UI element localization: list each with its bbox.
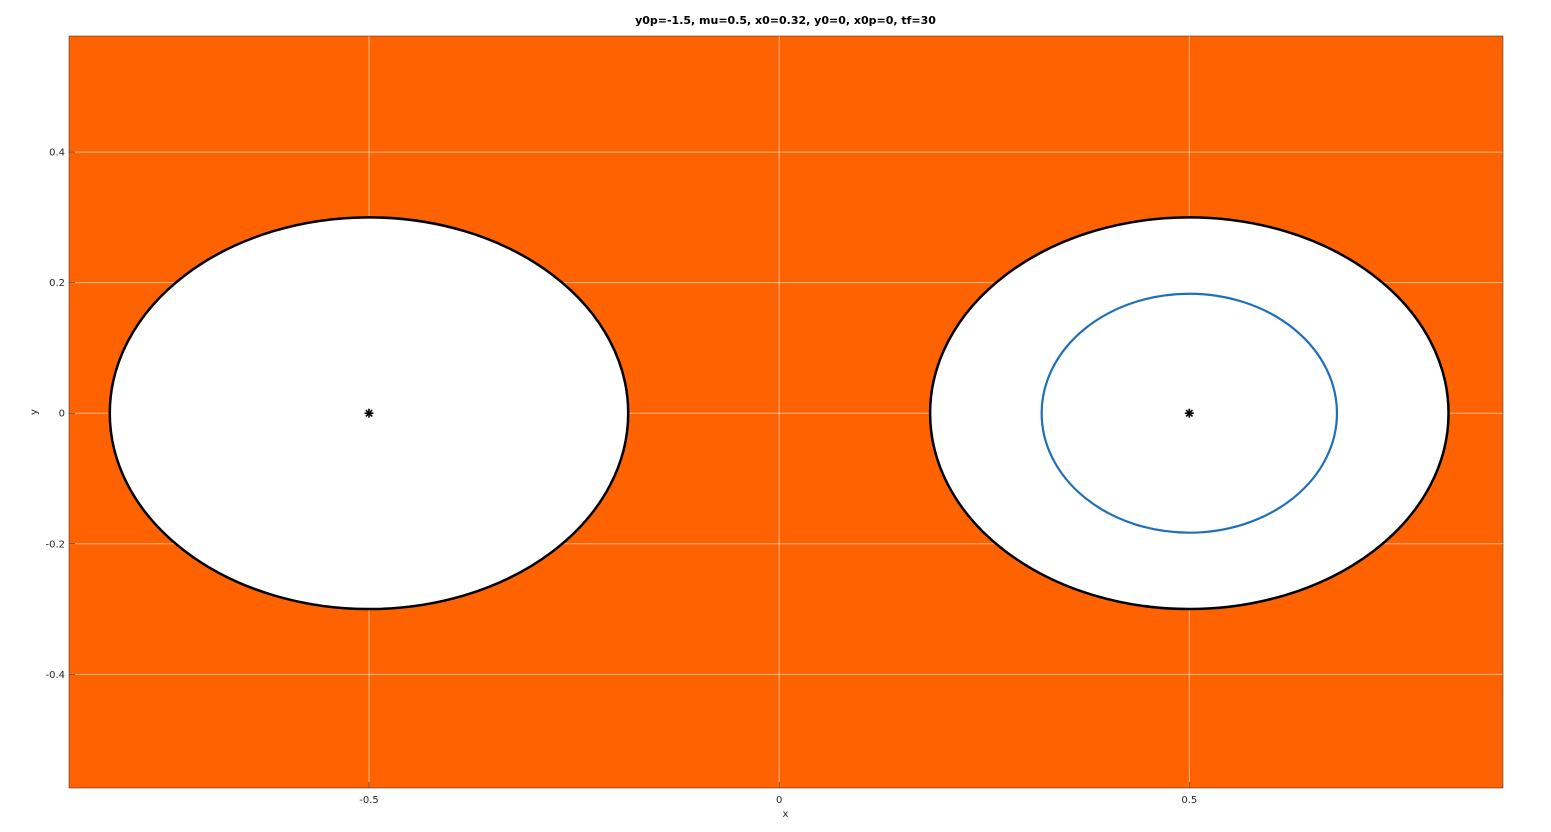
trajectory-line <box>1040 292 1339 534</box>
ticks: -0.5 0 0.5 -0.4 -0.2 0 0.2 0.4 <box>45 148 1197 806</box>
y-tick-label: -0.2 <box>45 539 65 550</box>
x-axis-label: x <box>783 809 789 820</box>
y-tick-label: 0 <box>59 409 65 420</box>
y-tick-label: -0.4 <box>45 670 65 681</box>
plot-border <box>68 35 1504 789</box>
y-axis-label: y <box>29 409 40 415</box>
chart-title: y0p=-1.5, mu=0.5, x0=0.32, y0=0, x0p=0, … <box>635 14 936 27</box>
x-tick-label: 0.5 <box>1181 795 1197 806</box>
asterisk-marker-1 <box>364 408 374 418</box>
y-tick-label: 0.2 <box>49 278 65 289</box>
asterisk-marker-2 <box>1184 408 1194 418</box>
series <box>1040 292 1339 534</box>
markers <box>364 408 1194 418</box>
x-tick-label: 0 <box>776 795 782 806</box>
x-tick-label: -0.5 <box>359 795 379 806</box>
y-tick-label: 0.4 <box>49 148 65 159</box>
